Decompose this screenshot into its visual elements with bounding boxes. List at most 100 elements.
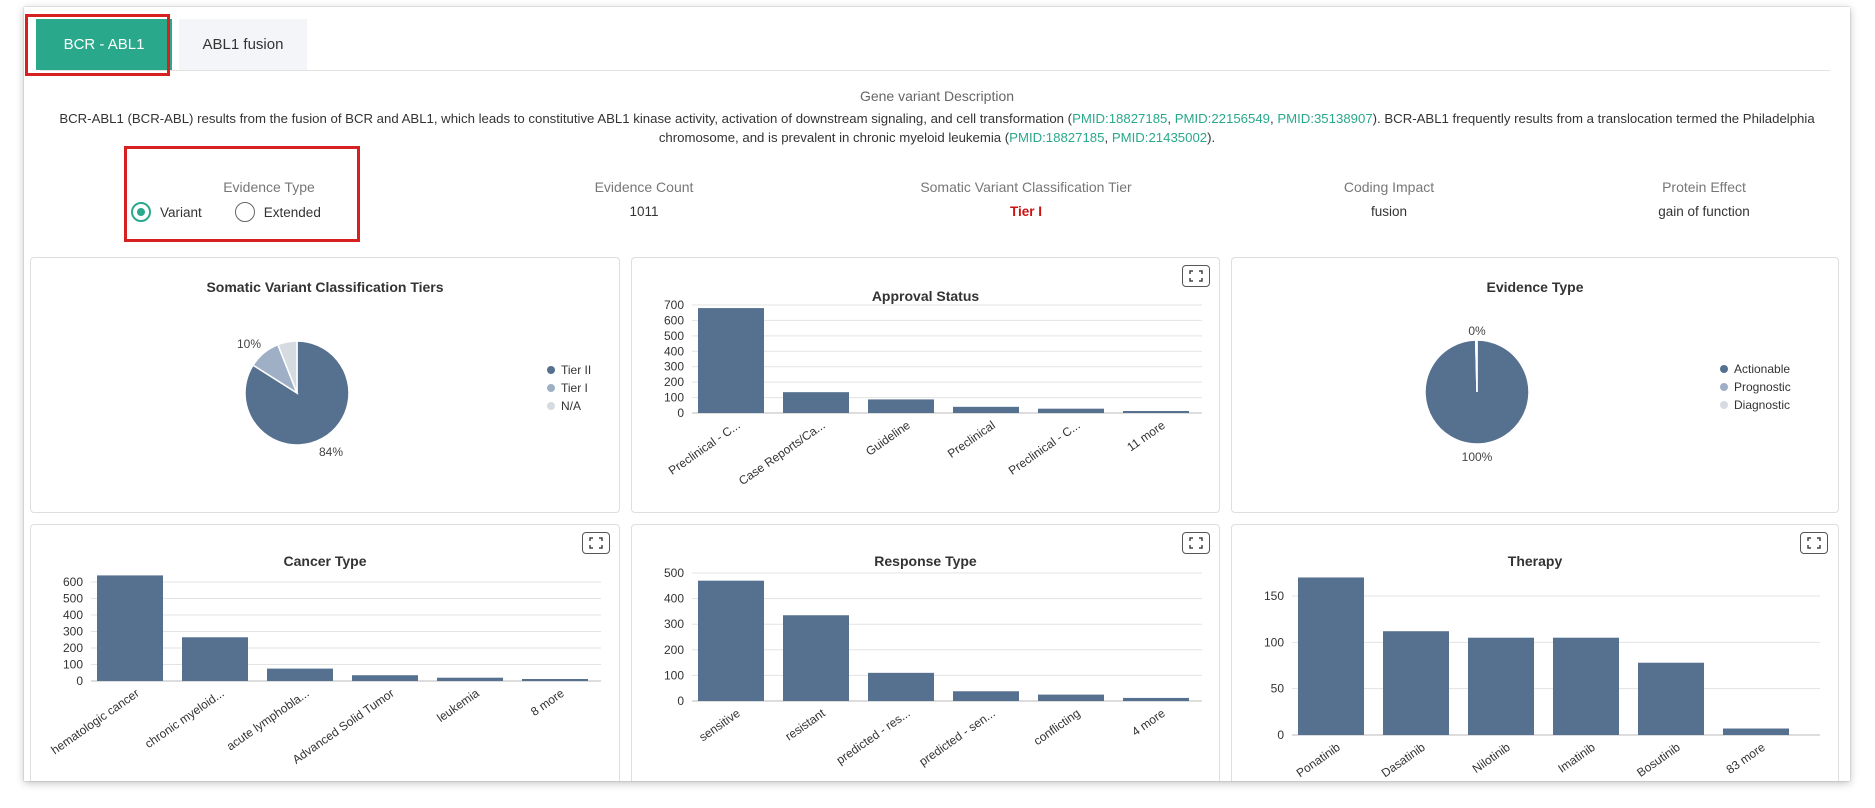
y-tick-label: 400 xyxy=(63,608,83,622)
panel-title: Evidence Type xyxy=(1486,279,1584,295)
description-part3: ). xyxy=(1207,130,1216,145)
bar xyxy=(522,679,588,681)
bar xyxy=(1553,637,1619,735)
x-tick-label: 83 more xyxy=(1724,740,1768,777)
bar xyxy=(352,675,418,681)
x-tick-label: sensitive xyxy=(696,706,743,744)
expand-button[interactable] xyxy=(1182,265,1210,287)
pmid-link[interactable]: PMID:18827185 xyxy=(1009,130,1105,145)
separator: , xyxy=(1270,111,1278,126)
y-tick-label: 300 xyxy=(664,360,684,374)
x-tick-label: Preclinical - C... xyxy=(1006,418,1083,478)
panel-cancer-type: Cancer Type 0 100 200 300 400 500 600 hematolog… xyxy=(30,524,620,781)
bar xyxy=(97,575,163,681)
y-tick-label: 300 xyxy=(63,625,83,639)
radio-extended[interactable] xyxy=(234,202,255,222)
main-card: BCR - ABL1 ABL1 fusion Gene variant Desc… xyxy=(24,7,1850,781)
tier-info: Somatic Variant Classification Tier Tier… xyxy=(866,179,1186,219)
bar xyxy=(1123,697,1189,701)
x-tick-label: Bosutinib xyxy=(1634,740,1683,780)
legend-marker xyxy=(547,402,555,410)
radio-extended-label[interactable]: Extended xyxy=(263,204,321,220)
expand-icon xyxy=(1189,270,1203,282)
x-tick-label: resistant xyxy=(783,706,829,744)
radio-variant[interactable] xyxy=(131,202,151,222)
y-tick-label: 0 xyxy=(677,694,684,708)
evidence-count-label: Evidence Count xyxy=(594,179,694,195)
legend-label: Tier I xyxy=(561,381,588,395)
panel-title: Somatic Variant Classification Tiers xyxy=(206,279,444,295)
panel-somatic-tiers: Somatic Variant Classification Tiers 84%… xyxy=(30,257,620,513)
coding-impact-label: Coding Impact xyxy=(1343,179,1435,195)
tab-underline xyxy=(40,70,1830,71)
y-tick-label: 100 xyxy=(1264,635,1284,649)
pmid-link[interactable]: PMID:21435002 xyxy=(1111,130,1208,145)
bar xyxy=(1723,728,1789,735)
y-tick-label: 0 xyxy=(1277,728,1284,742)
x-tick-label: Case Reports/Ca... xyxy=(736,418,828,488)
separator: , xyxy=(1167,111,1175,126)
x-tick-label: Imatinib xyxy=(1555,740,1598,776)
bar xyxy=(868,672,934,701)
panel-title: Therapy xyxy=(1507,553,1563,569)
legend-label: Tier II xyxy=(561,363,591,377)
description-part1: BCR-ABL1 (BCR-ABL) results from the fusi… xyxy=(59,111,1073,126)
x-tick-label: chronic myeloid... xyxy=(142,686,227,751)
x-tick-label: hematologic cancer xyxy=(48,686,141,757)
pie-slice-label: 0% xyxy=(1468,324,1486,338)
x-tick-label: predicted - res... xyxy=(834,706,913,767)
expand-button[interactable] xyxy=(1182,532,1210,554)
x-tick-label: Preclinical xyxy=(945,418,998,461)
bar xyxy=(1383,631,1449,735)
evidence-count-value: 1011 xyxy=(629,204,659,219)
pie-slice xyxy=(276,340,298,394)
y-tick-label: 200 xyxy=(664,375,684,389)
cancer-type-chart: 0 100 200 300 400 500 600 hematologic cancer chr… xyxy=(48,575,601,767)
y-tick-label: 700 xyxy=(664,298,684,312)
y-tick-label: 0 xyxy=(76,674,83,688)
x-tick-label: Preclinical - C... xyxy=(666,418,743,478)
expand-button[interactable] xyxy=(1800,532,1828,554)
tab-bar: BCR - ABL1 ABL1 fusion xyxy=(24,7,1850,71)
expand-button[interactable] xyxy=(582,532,610,554)
pmid-link[interactable]: PMID:35138907 xyxy=(1277,111,1373,126)
y-tick-label: 100 xyxy=(63,658,83,672)
evidence-type-chart: 100% 0% Actionable Prognostic Diagnostic xyxy=(1424,324,1791,464)
tab-abl1-fusion[interactable]: ABL1 fusion xyxy=(179,19,307,70)
y-tick-label: 500 xyxy=(664,566,684,580)
pmid-link[interactable]: PMID:22156549 xyxy=(1174,111,1271,126)
coding-impact-value: fusion xyxy=(1370,204,1408,219)
pmid-link[interactable]: PMID:18827185 xyxy=(1072,111,1168,126)
y-tick-label: 200 xyxy=(664,643,684,657)
panel-response-type: Response Type 0 100 200 300 400 500 sensitive r… xyxy=(631,524,1220,781)
legend-marker xyxy=(1720,401,1728,409)
tier-label: Somatic Variant Classification Tier xyxy=(920,179,1132,195)
panel-approval-status: Approval Status 0 100 200 300 400 500 600 700 Pr… xyxy=(631,257,1220,513)
y-tick-label: 500 xyxy=(664,329,684,343)
protein-effect-label: Protein Effect xyxy=(1662,179,1746,195)
tier-value: Tier I xyxy=(1009,204,1043,219)
protein-effect-value: gain of function xyxy=(1658,204,1750,219)
bar xyxy=(437,677,503,681)
bar xyxy=(953,406,1019,413)
bar xyxy=(953,691,1019,701)
y-tick-label: 400 xyxy=(664,344,684,358)
y-tick-label: 150 xyxy=(1264,589,1284,603)
x-tick-label: 11 more xyxy=(1124,418,1168,454)
evidence-type-filter: Evidence Type xyxy=(184,179,354,195)
bar xyxy=(1123,411,1189,413)
expand-icon xyxy=(1189,537,1203,549)
y-tick-label: 50 xyxy=(1271,682,1285,696)
x-tick-label: 8 more xyxy=(528,686,567,719)
radio-variant-label[interactable]: Variant xyxy=(160,204,202,220)
bar xyxy=(783,615,849,701)
description-text: BCR-ABL1 (BCR-ABL) results from the fusi… xyxy=(54,109,1820,147)
y-tick-label: 400 xyxy=(664,592,684,606)
legend-marker xyxy=(547,366,555,374)
y-tick-label: 600 xyxy=(664,313,684,327)
x-tick-label: Nilotinib xyxy=(1470,740,1513,776)
tab-bcr-abl1[interactable]: BCR - ABL1 xyxy=(36,19,172,70)
y-tick-label: 300 xyxy=(664,617,684,631)
x-tick-label: 4 more xyxy=(1129,706,1168,739)
pie-slice-label: 10% xyxy=(237,337,261,351)
